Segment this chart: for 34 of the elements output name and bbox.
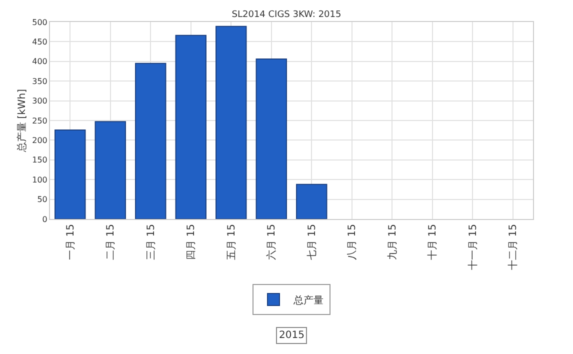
text: 2015 <box>279 330 304 341</box>
bar <box>94 121 126 219</box>
x-tick-label: 十一月 15 <box>466 224 479 270</box>
y-axis-title: 总产量 [kWh] <box>16 88 28 153</box>
chart-title: SL2014 CIGS 3KW: 2015 <box>232 10 342 20</box>
bar <box>256 58 287 219</box>
x-tick-label: 三月 15 <box>146 224 157 260</box>
x-tick-label: 十二月 15 <box>507 224 520 270</box>
bar <box>54 129 86 219</box>
x-tick-label: 六月 15 <box>266 224 278 260</box>
x-tick-label: 九月 15 <box>386 224 398 260</box>
y-tick-label: 100 <box>32 175 48 184</box>
y-tick-label: 500 <box>32 18 48 27</box>
x-tick-label: 二月 15 <box>106 224 117 260</box>
legend-label: 总产量 <box>292 294 324 306</box>
bar <box>296 184 328 219</box>
x-tick-label: 四月 15 <box>186 224 198 260</box>
bar <box>175 34 206 219</box>
x-tick-label: 五月 15 <box>226 224 238 260</box>
x-tick-label: 一月 15 <box>65 224 76 260</box>
y-tick-label: 350 <box>32 76 48 86</box>
y-tick-label: 0 <box>42 214 48 224</box>
y-tick-label: 50 <box>37 195 48 204</box>
y-tick-label: 300 <box>32 96 48 106</box>
x-tick-label: 八月 15 <box>347 224 358 260</box>
y-tick-label: 450 <box>32 38 48 46</box>
y-tick-label: 200 <box>32 136 48 145</box>
x-tick-label: 七月 15 <box>306 224 318 260</box>
y-tick-label: 250 <box>32 116 48 126</box>
bar <box>135 62 166 219</box>
y-tick-label: 150 <box>32 156 48 165</box>
y-tick-label: 400 <box>32 57 48 66</box>
bar <box>216 26 247 219</box>
x-tick-label: 十月 15 <box>426 224 439 260</box>
